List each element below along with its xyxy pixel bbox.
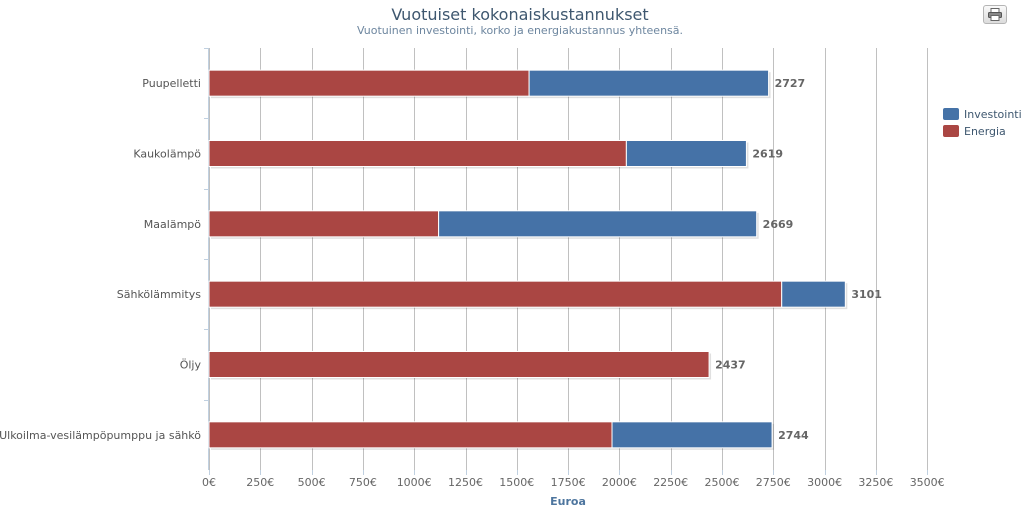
x-axis: 0€ 250€ 500€ 750€ 1000€ 1250€ 1500€ 1750€ 2000€ 2…	[202, 470, 945, 489]
bar-energia[interactable]	[208, 421, 613, 449]
legend-swatch-investointi	[943, 108, 959, 120]
total-label: 2619	[752, 148, 783, 161]
x-tick-label: 2250€	[653, 476, 688, 489]
category-label: Öljy	[180, 359, 202, 372]
bar-energia[interactable]	[208, 351, 710, 378]
chart-subtitle: Vuotuinen investointi, korko ja energiak…	[356, 24, 684, 37]
x-tick-label: 0€	[202, 476, 216, 489]
x-tick-label: 250€	[246, 476, 274, 489]
x-tick-label: 1250€	[448, 476, 483, 489]
print-button[interactable]	[983, 5, 1007, 24]
bar-investointi[interactable]	[438, 210, 758, 238]
bar-investointi[interactable]	[625, 140, 747, 167]
x-tick-label: 2000€	[602, 476, 637, 489]
bar-investointi[interactable]	[528, 69, 770, 97]
x-tick-label: 3250€	[858, 476, 893, 489]
x-tick-label: 2500€	[705, 476, 740, 489]
x-tick-label: 500€	[298, 476, 326, 489]
category-label: Maalämpö	[144, 218, 201, 231]
legend-swatch-energia	[943, 125, 959, 137]
x-tick-label: 1750€	[551, 476, 586, 489]
x-tick-label: 750€	[349, 476, 377, 489]
x-axis-title: Euroa	[550, 495, 586, 508]
total-label: 2727	[775, 77, 806, 90]
total-label: 2437	[715, 359, 746, 372]
x-tick-label: 2750€	[756, 476, 791, 489]
bar-energia[interactable]	[208, 140, 627, 167]
bar-energia[interactable]	[208, 69, 530, 97]
grid-lines	[209, 48, 928, 470]
x-tick-label: 1500€	[499, 476, 534, 489]
bar-investointi[interactable]	[611, 421, 773, 449]
category-label: Kaukolämpö	[133, 148, 201, 161]
legend: Investointi Energia	[943, 108, 1022, 138]
total-label: 2669	[763, 218, 794, 231]
total-label: 3101	[851, 288, 882, 301]
bar-energia[interactable]	[208, 210, 440, 238]
bar-energia[interactable]	[208, 280, 783, 308]
y-axis: Puupelletti Kaukolämpö Maalämpö Sähkölämmit…	[0, 48, 209, 470]
legend-label-investointi: Investointi	[964, 108, 1022, 121]
total-label: 2744	[778, 429, 809, 442]
bar-investointi[interactable]	[781, 280, 846, 308]
x-tick-label: 1000€	[397, 476, 432, 489]
x-tick-label: 3000€	[807, 476, 842, 489]
category-label: Sähkölämmitys	[117, 288, 202, 301]
x-tick-label: 3500€	[910, 476, 945, 489]
category-label: Ulkoilma-vesilämpöpumppu ja sähkö	[0, 429, 201, 442]
bars: 2727 2619 2669 3101 2437 2744	[208, 69, 882, 450]
chart-title: Vuotuiset kokonaiskustannukset	[391, 5, 649, 24]
printer-icon	[988, 8, 1002, 21]
category-label: Puupelletti	[142, 77, 201, 90]
legend-label-energia: Energia	[964, 125, 1006, 138]
